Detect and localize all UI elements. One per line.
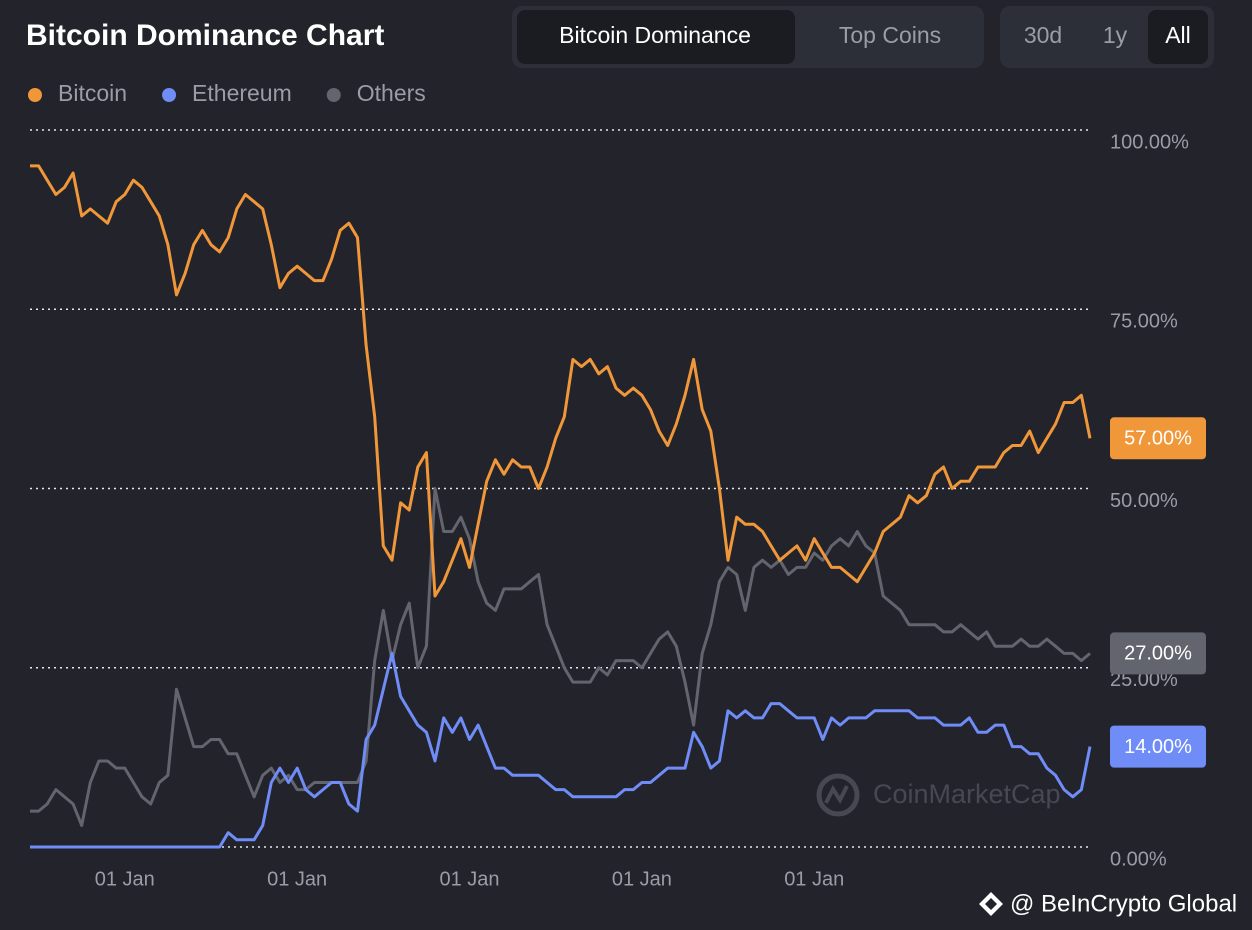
x-tick-label: 01 Jan <box>784 868 844 890</box>
last-value-badge <box>1110 632 1206 675</box>
watermark-text: CoinMarketCap <box>873 779 1061 809</box>
legend-marker <box>162 88 177 102</box>
legend-label: Bitcoin <box>58 80 127 106</box>
x-tick-label: 01 Jan <box>267 868 327 890</box>
credit-icon <box>979 892 1003 916</box>
last-value-label: 57.00% <box>1124 428 1192 450</box>
credit: @ BeInCrypto Global <box>1010 890 1237 917</box>
series-line <box>30 651 1092 849</box>
range-active[interactable] <box>1148 10 1208 64</box>
x-tick-label: 01 Jan <box>439 868 499 890</box>
y-tick-label: 0.00% <box>1110 848 1167 870</box>
y-tick-label: 100.00% <box>1110 131 1189 153</box>
legend-marker <box>28 88 42 102</box>
watermark-logo <box>816 773 860 817</box>
last-value-badge <box>1110 417 1206 460</box>
y-tick-label: 50.00% <box>1110 490 1178 512</box>
range-button[interactable]: All <box>1165 22 1191 48</box>
legend-label: Others <box>357 80 426 106</box>
watermark-logo <box>824 784 849 805</box>
last-value-label: 14.00% <box>1124 736 1192 758</box>
series-line <box>30 487 1091 827</box>
legend-label: Ethereum <box>192 80 292 106</box>
watermark: CoinMarketCap <box>816 773 1061 817</box>
chart-title: Bitcoin Dominance Chart <box>26 19 384 52</box>
x-tick-label: 01 Jan <box>612 868 672 890</box>
last-value-badge <box>1110 725 1206 768</box>
legend-marker <box>326 88 341 102</box>
y-tick-label: 25.00% <box>1110 669 1178 691</box>
x-tick-label: 01 Jan <box>95 868 155 890</box>
range-button[interactable]: 30d <box>1024 22 1062 48</box>
tab[interactable]: Bitcoin Dominance <box>559 22 751 48</box>
tab[interactable]: Top Coins <box>839 22 941 48</box>
series-line <box>30 164 1092 598</box>
y-tick-label: 75.00% <box>1110 311 1178 333</box>
last-value-label: 27.00% <box>1124 643 1192 665</box>
range-button[interactable]: 1y <box>1103 22 1128 48</box>
tab-active[interactable] <box>517 10 795 64</box>
